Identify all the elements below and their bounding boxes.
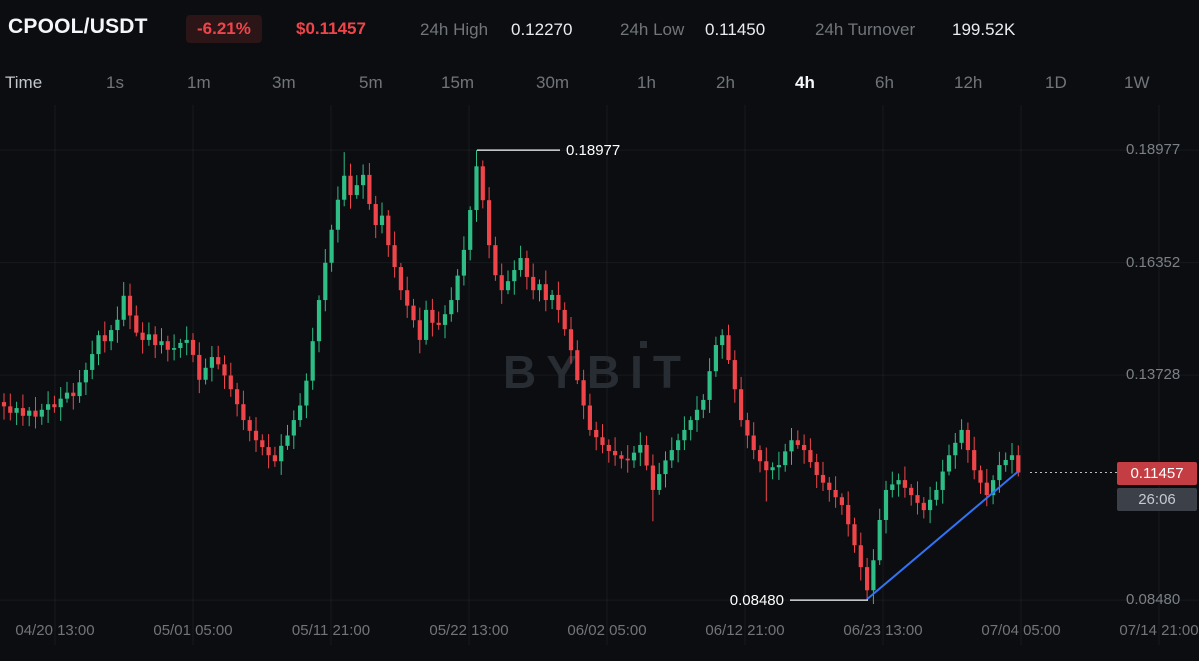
- pair-title: CPOOL/USDT: [8, 15, 148, 38]
- timeframe-30m[interactable]: 30m: [536, 73, 570, 92]
- y-axis-label: 0.18977: [1126, 141, 1181, 159]
- x-axis-label: 05/22 13:00: [429, 622, 509, 639]
- change-badge: -6.21%: [186, 15, 262, 43]
- x-axis[interactable]: 04/20 13:00 05/01 05:00 05/11 21:00 05/22 1…: [0, 622, 1199, 648]
- y-axis-label: 0.16352: [1126, 253, 1181, 271]
- timeframe-5m[interactable]: 5m: [359, 73, 383, 92]
- timeframe-1d[interactable]: 1D: [1045, 73, 1067, 92]
- low-annotation: 0.08480: [730, 592, 784, 609]
- high-24h-label: 24h High: [420, 20, 489, 39]
- timeframe-time[interactable]: Time: [5, 73, 43, 92]
- timeframe-12h[interactable]: 12h: [954, 73, 983, 92]
- candle-countdown-badge: 26:06: [1117, 487, 1197, 511]
- timeframe-6h[interactable]: 6h: [875, 73, 894, 92]
- trendline: [866, 470, 1019, 601]
- low-24h-value: 0.11450: [705, 20, 766, 39]
- low-24h-label: 24h Low: [620, 20, 685, 39]
- high-annotation: 0.18977: [566, 142, 620, 159]
- last-price-badge: 0.11457: [1117, 461, 1197, 485]
- candlestick-chart[interactable]: BYBIT 0.18977 0.08480: [0, 105, 1199, 661]
- x-axis-label: 06/12 21:00: [705, 622, 785, 639]
- timeframe-1m[interactable]: 1m: [187, 73, 211, 92]
- x-axis-label: 05/11 21:00: [291, 622, 371, 639]
- x-axis-label: 06/23 13:00: [843, 622, 923, 639]
- x-axis-label: 06/02 05:00: [567, 622, 647, 639]
- turnover-24h-value: 199.52K: [952, 20, 1016, 39]
- y-axis-label: 0.08480: [1126, 591, 1181, 609]
- high-24h-value: 0.12270: [511, 20, 573, 39]
- y-axis-label: 0.13728: [1126, 366, 1181, 384]
- timeframe-1w[interactable]: 1W: [1124, 73, 1150, 92]
- timeframe-4h[interactable]: 4h: [795, 73, 815, 92]
- timeframe-1s[interactable]: 1s: [106, 73, 124, 92]
- timeframe-toolbar: Time 1s 1m 3m 5m 15m 30m 1h 2h 4h 6h 12h 1D 1W: [0, 73, 1199, 99]
- x-axis-label: 04/20 13:00: [15, 622, 95, 639]
- pair-header: CPOOL/USDT -6.21% $0.11457 24h High 0.12…: [0, 0, 1199, 58]
- timeframe-3m[interactable]: 3m: [272, 73, 296, 92]
- x-axis-label: 05/01 05:00: [153, 622, 233, 639]
- x-axis-label: 07/14 21:00: [1119, 622, 1199, 639]
- last-price-text: $0.11457: [296, 19, 366, 38]
- timeframe-1h[interactable]: 1h: [637, 73, 656, 92]
- bybit-watermark: BYBIT: [503, 346, 691, 398]
- timeframe-2h[interactable]: 2h: [716, 73, 735, 92]
- x-axis-label: 07/04 05:00: [981, 622, 1061, 639]
- turnover-24h-label: 24h Turnover: [815, 20, 916, 39]
- timeframe-15m[interactable]: 15m: [441, 73, 475, 92]
